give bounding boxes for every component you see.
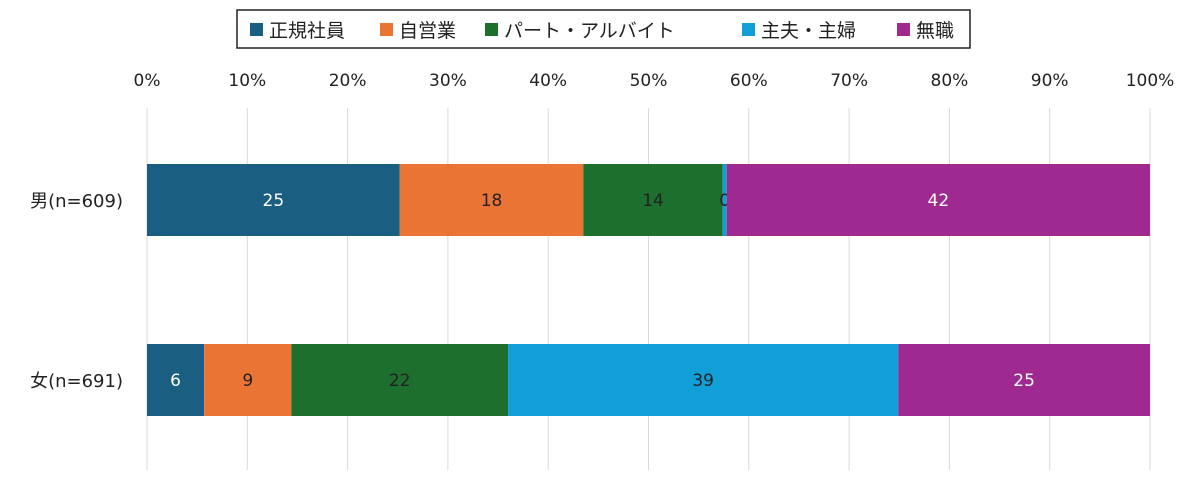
legend-swatch — [485, 23, 498, 36]
legend-entry: 主夫・主婦 — [761, 20, 856, 42]
x-tick-label: 90% — [1031, 71, 1069, 91]
x-tick-label: 40% — [529, 71, 567, 91]
category-labels: 男(n=609) 女(n=691) — [30, 191, 123, 392]
x-tick-label: 70% — [830, 71, 868, 91]
legend-swatch — [897, 23, 910, 36]
bar-segment — [898, 344, 1150, 416]
bar-segment — [508, 344, 899, 416]
data-label: 9 — [242, 371, 253, 391]
bar-segment — [722, 164, 727, 236]
data-label: 39 — [692, 371, 714, 391]
x-axis-ticks: 0% 10% 20% 30% 40% 50% 60% 70% 80% 90% 100% — [134, 71, 1175, 91]
legend-entry: 無職 — [916, 20, 954, 42]
bar-segment — [583, 164, 723, 236]
bar-segment — [726, 164, 1150, 236]
legend-swatch — [742, 23, 755, 36]
data-label: 6 — [170, 371, 181, 391]
legend-entry: 自営業 — [399, 20, 456, 42]
x-tick-label: 10% — [228, 71, 266, 91]
data-label: 25 — [1013, 371, 1035, 391]
bar-segment — [204, 344, 292, 416]
x-tick-label: 60% — [730, 71, 768, 91]
data-label: 22 — [389, 371, 411, 391]
bar-segment — [147, 164, 400, 236]
bar-segment — [147, 344, 205, 416]
legend-entry: パート・アルバイト — [504, 20, 675, 42]
legend-swatch — [380, 23, 393, 36]
data-label: 42 — [928, 191, 950, 211]
legend-entry: 正規社員 — [269, 20, 345, 42]
x-tick-label: 20% — [329, 71, 367, 91]
data-label: 25 — [263, 191, 285, 211]
x-tick-label: 50% — [630, 71, 668, 91]
bars: 25 18 14 0 42 6 9 22 39 25 — [147, 164, 1150, 416]
legend-box — [236, 9, 971, 49]
category-label: 男(n=609) — [30, 191, 123, 212]
category-label: 女(n=691) — [30, 371, 123, 392]
data-label: 14 — [642, 191, 664, 211]
bar-segment — [291, 344, 509, 416]
x-tick-label: 100% — [1126, 71, 1175, 91]
bar-segment — [399, 164, 584, 236]
x-tick-label: 30% — [429, 71, 467, 91]
legend-swatch — [250, 23, 263, 36]
data-label: 18 — [481, 191, 503, 211]
x-tick-label: 80% — [931, 71, 969, 91]
data-label: 0 — [719, 191, 730, 211]
legend: 正規社員 自営業 パート・アルバイト 主夫・主婦 無職 — [236, 9, 971, 49]
x-tick-label: 0% — [134, 71, 161, 91]
